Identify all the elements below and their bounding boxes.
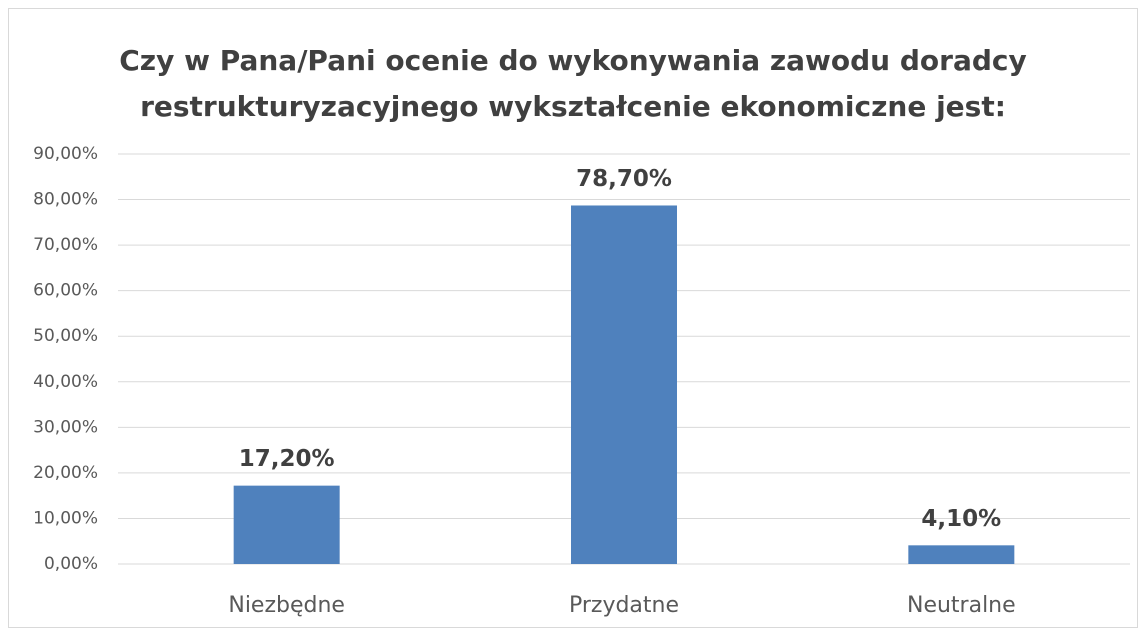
bar [908, 545, 1015, 564]
value-label: 17,20% [239, 446, 335, 472]
bar [233, 485, 340, 564]
bar [571, 205, 677, 564]
chart-title: restrukturyzacyjnego wykształcenie ekono… [140, 90, 1006, 123]
y-tick-label: 70,00% [33, 235, 98, 255]
y-tick-label: 90,00% [33, 144, 98, 164]
y-tick-label: 80,00% [33, 190, 98, 210]
y-tick-label: 20,00% [33, 463, 98, 483]
chart-title: Czy w Pana/Pani ocenie do wykonywania za… [119, 44, 1026, 77]
y-tick-label: 10,00% [33, 508, 98, 528]
value-label: 78,70% [576, 166, 672, 192]
y-tick-label: 0,00% [44, 554, 98, 574]
x-tick-label: Neutralne [907, 593, 1016, 618]
y-tick-label: 50,00% [33, 326, 98, 346]
x-tick-label: Niezbędne [228, 593, 345, 618]
x-tick-label: Przydatne [569, 593, 679, 618]
value-label: 4,10% [921, 506, 1001, 532]
y-tick-label: 30,00% [33, 417, 98, 437]
y-tick-label: 60,00% [33, 281, 98, 301]
y-tick-label: 40,00% [33, 372, 98, 392]
